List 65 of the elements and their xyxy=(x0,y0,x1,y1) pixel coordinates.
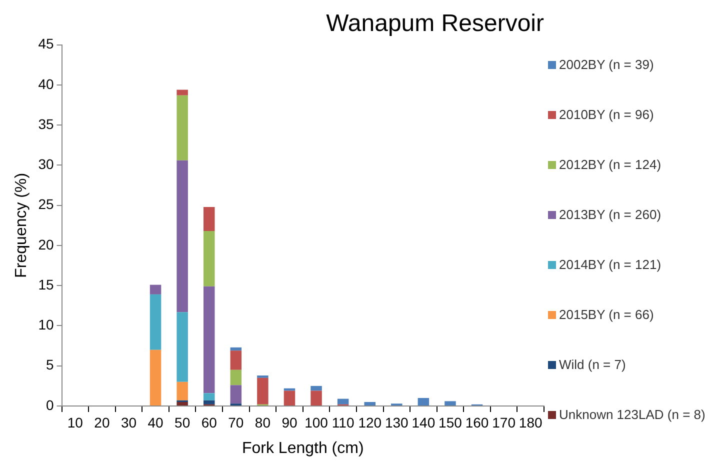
bar xyxy=(364,402,376,406)
legend-label: 2010BY (n = 96) xyxy=(559,107,654,123)
bar xyxy=(310,386,322,391)
bar xyxy=(257,378,268,404)
y-tick-label: 45 xyxy=(38,36,54,52)
y-tick-label: 15 xyxy=(38,276,54,292)
bar xyxy=(230,347,242,351)
legend-label: 2012BY (n = 124) xyxy=(559,157,662,173)
bar xyxy=(176,95,188,160)
x-tick-label: 30 xyxy=(120,414,137,430)
y-tick-label: 20 xyxy=(38,236,54,252)
x-tick-label: 150 xyxy=(438,414,462,430)
bar xyxy=(418,398,430,406)
bar xyxy=(176,312,188,382)
x-tick-label: 180 xyxy=(518,414,542,430)
bar xyxy=(203,206,215,232)
legend-label: 2002BY (n = 39) xyxy=(559,57,654,73)
y-axis-title: Frequency (%) xyxy=(13,172,30,278)
y-tick-label: 10 xyxy=(38,316,54,333)
bar xyxy=(284,390,296,406)
bar xyxy=(203,231,215,286)
y-tick-label: 0 xyxy=(46,396,54,413)
x-tick-label: 10 xyxy=(67,414,84,430)
x-tick-label: 130 xyxy=(384,414,409,430)
bar xyxy=(203,393,215,400)
x-tick-label: 140 xyxy=(412,414,436,430)
bar xyxy=(150,294,162,350)
x-tick-label: 40 xyxy=(148,414,164,430)
x-tick-label: 160 xyxy=(465,414,489,430)
x-tick-label: 80 xyxy=(254,414,271,430)
bar xyxy=(203,400,215,404)
x-tick-label: 20 xyxy=(94,414,110,430)
bar xyxy=(230,370,242,386)
bar xyxy=(176,160,188,312)
legend-label: 2013BY (n = 260) xyxy=(559,207,662,223)
legend-label: 2014BY (n = 121) xyxy=(559,257,662,273)
chart-title: Wanapum Reservoir xyxy=(326,10,544,38)
x-tick-label: 90 xyxy=(282,414,298,430)
bar xyxy=(337,398,349,404)
bar xyxy=(310,390,322,406)
bar xyxy=(150,284,162,294)
y-tick-label: 40 xyxy=(38,76,54,92)
bar xyxy=(176,90,188,96)
legend-label: 2015BY (n = 66) xyxy=(559,307,654,323)
bar xyxy=(150,350,162,406)
y-tick-label: 35 xyxy=(38,116,54,132)
bar xyxy=(203,286,215,394)
bar xyxy=(176,402,188,406)
x-tick-label: 60 xyxy=(201,414,218,430)
bar xyxy=(176,382,188,400)
x-tick-label: 70 xyxy=(228,414,244,430)
legend-label: Unknown 123LAD (n = 8) xyxy=(559,407,706,423)
x-tick-label: 100 xyxy=(304,414,328,430)
x-axis-title: Fork Length (cm) xyxy=(242,440,364,457)
bar xyxy=(444,401,456,406)
x-tick-label: 170 xyxy=(492,414,516,430)
x-tick-label: 120 xyxy=(358,414,382,430)
bar xyxy=(230,385,242,404)
legend-label: Wild (n = 7) xyxy=(559,357,626,373)
x-tick-label: 50 xyxy=(174,414,190,430)
y-tick-label: 25 xyxy=(38,196,54,212)
y-tick-label: 30 xyxy=(38,156,54,172)
x-tick-label: 110 xyxy=(332,414,354,430)
y-tick-label: 5 xyxy=(46,356,54,373)
bar xyxy=(230,350,242,370)
